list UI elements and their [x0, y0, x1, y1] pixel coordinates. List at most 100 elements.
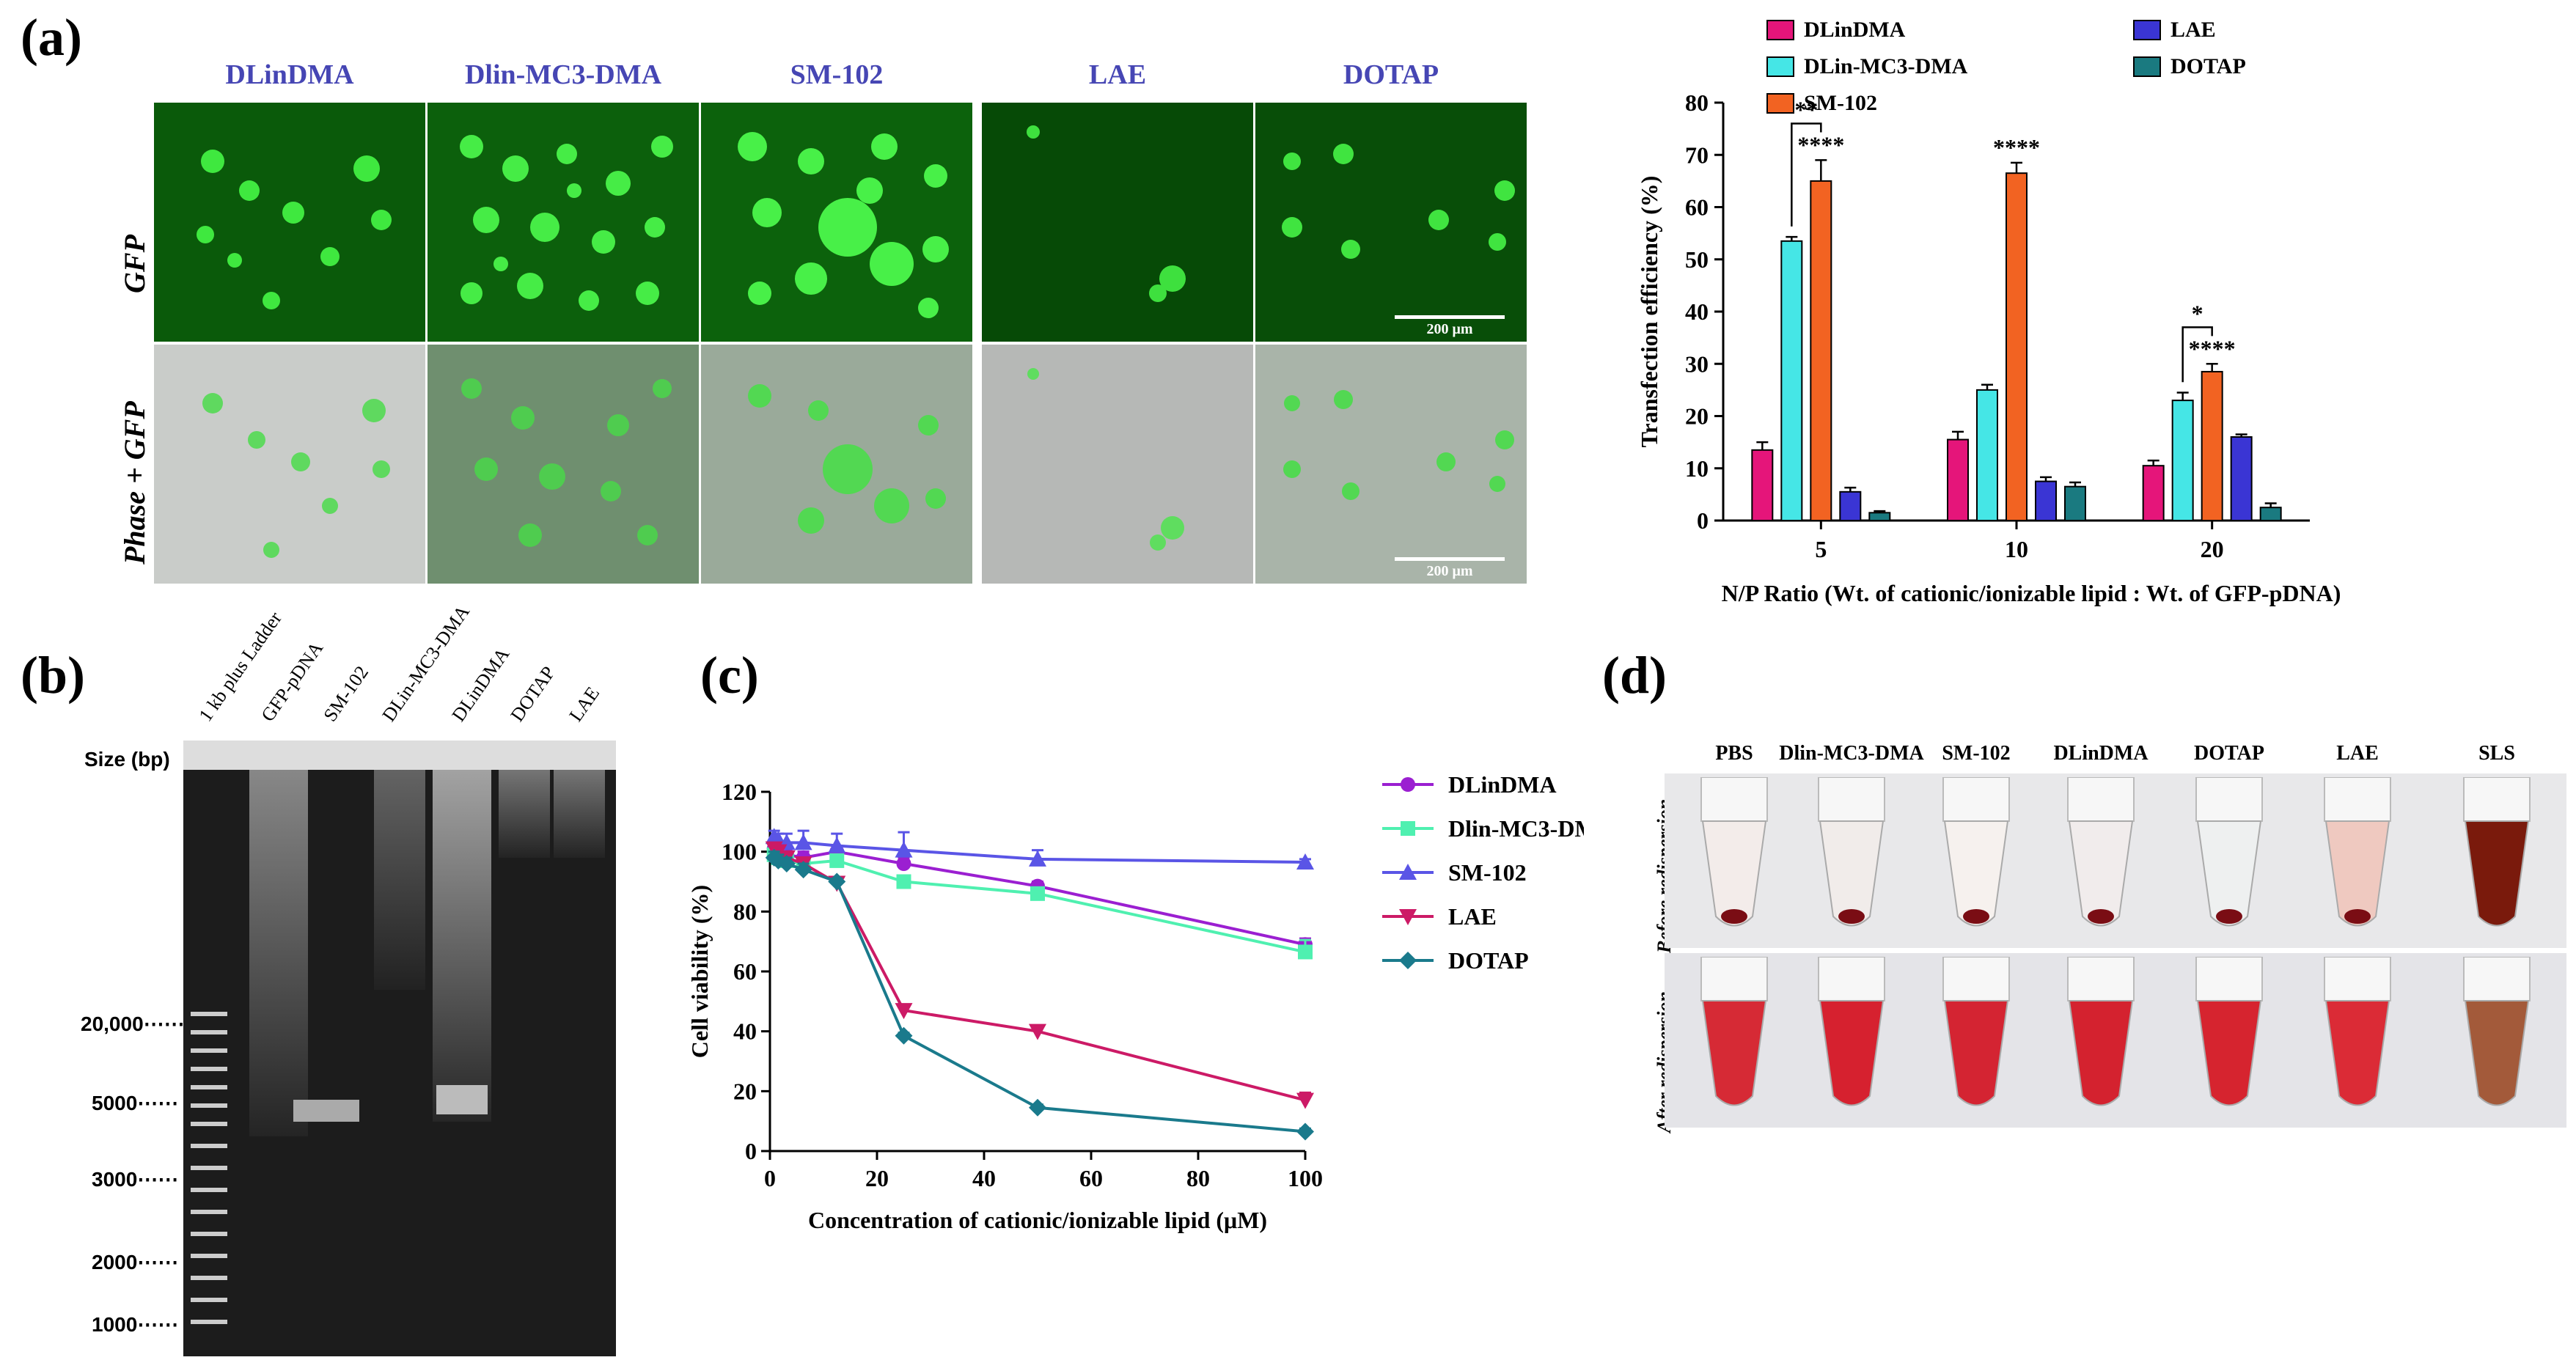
hemo-col-label: SM-102: [1942, 742, 2011, 765]
y-tick-label: 0: [1697, 507, 1709, 534]
gel-image: [183, 740, 616, 1356]
bar: [2035, 480, 2057, 521]
data-point: [1399, 909, 1417, 925]
legend-label: DLinDMA: [1448, 771, 1557, 798]
y-tick-label: 10: [1685, 455, 1709, 482]
tube: [2061, 956, 2141, 1122]
x-tick-label: 10: [2005, 536, 2028, 562]
scale-bar: [1395, 315, 1505, 319]
data-point: [896, 856, 911, 871]
gel-marker: 1000⋯⋯: [92, 1313, 179, 1336]
y-tick-label: 20: [733, 1078, 757, 1104]
hemo-col-label: SLS: [2478, 742, 2515, 765]
tube: [2189, 776, 2269, 942]
panel-label-a: (a): [21, 8, 82, 67]
phase-image-lae: [982, 345, 1253, 584]
scale-bar: [1395, 557, 1505, 561]
phase-image-sm102: [701, 345, 972, 584]
bar: [1810, 180, 1832, 521]
x-tick-label: 20: [2201, 536, 2224, 562]
scale-bar-label: 200 μm: [1426, 321, 1473, 337]
legend-swatch: [2133, 20, 2161, 40]
tube: [2317, 956, 2398, 1122]
hemo-col-label: Dlin-MC3-DMA: [1779, 742, 1924, 765]
gfp-image-dotap: 200 μm: [1255, 103, 1527, 342]
tube: [2456, 776, 2537, 942]
legend-swatch: [1766, 20, 1794, 40]
hemo-col-label: DOTAP: [2194, 742, 2264, 765]
micro-col-title: DOTAP: [1343, 59, 1439, 90]
tube: [1811, 956, 1892, 1122]
micro-col-title: DLinDMA: [225, 59, 354, 90]
gel-marker: 2000⋯⋯: [92, 1251, 179, 1273]
y-axis-label: Transfection efficiency (%): [1636, 176, 1662, 448]
gel-marker: 20,000⋯⋯: [81, 1012, 185, 1035]
legend-label: Dlin-MC3-DMA: [1448, 815, 1584, 842]
data-point: [829, 853, 845, 868]
gfp-image-lae: [982, 103, 1253, 342]
x-tick-label: 5: [1815, 536, 1827, 562]
hemo-col-label: PBS: [1715, 742, 1753, 765]
legend-swatch: [1766, 93, 1794, 114]
x-tick-label: 80: [1186, 1165, 1210, 1191]
x-axis-label: Concentration of cationic/ionizable lipi…: [808, 1207, 1267, 1233]
bar: [1780, 240, 1803, 521]
gel-marker: 3000⋯⋯: [92, 1168, 179, 1191]
viability-line-chart: 0 20 40 60 80 100 120 0 20 40 60 80 100 Cell viabilit…: [686, 771, 1584, 1233]
x-tick-label: 0: [764, 1165, 776, 1191]
series-4: [765, 848, 1314, 1141]
y-tick-label: 40: [733, 1018, 757, 1045]
significance-bracket: [2181, 326, 2213, 383]
data-point: [794, 834, 812, 850]
bar: [1751, 449, 1774, 521]
gel-lane-label: LAE: [565, 683, 604, 726]
data-point: [777, 855, 796, 872]
data-point: [828, 872, 846, 891]
significance-label: ****: [2189, 335, 2236, 361]
bar: [2230, 436, 2253, 521]
legend-label: DLin-MC3-DMA: [1804, 54, 1968, 78]
gfp-image-dlindma: [154, 103, 425, 342]
data-point: [1030, 886, 1045, 901]
gel-marker: 5000⋯⋯: [92, 1092, 179, 1114]
y-tick-label: 50: [1685, 246, 1709, 273]
legend-label: SM-102: [1804, 91, 1877, 115]
panel-label-d: (d): [1602, 646, 1667, 705]
legend-swatch: [2133, 56, 2161, 77]
bar: [1868, 512, 1891, 521]
data-point: [1399, 952, 1417, 969]
legend-label: DOTAP: [1448, 947, 1529, 974]
data-point: [1401, 821, 1415, 836]
phase-image-dotap: 200 μm: [1255, 345, 1527, 584]
data-point: [794, 861, 812, 879]
y-axis-label: Cell viability (%): [686, 885, 713, 1058]
micro-col-title: SM-102: [790, 59, 884, 90]
y-tick-label: 100: [722, 839, 757, 865]
bar: [2064, 485, 2086, 521]
hemo-col-label: DLinDMA: [2053, 742, 2148, 765]
series-line: [773, 853, 1306, 954]
y-tick-label: 0: [745, 1138, 757, 1164]
data-point: [1296, 1122, 1314, 1141]
legend-label: DOTAP: [2170, 54, 2246, 78]
data-point: [896, 874, 911, 889]
x-tick-label: 20: [865, 1165, 889, 1191]
data-point: [1296, 853, 1314, 870]
micro-row-label: GFP: [118, 235, 151, 293]
bar: [2259, 507, 2282, 521]
panel-label-b: (b): [21, 646, 85, 705]
gfp-image-mc3: [428, 103, 699, 342]
y-tick-label: 20: [1685, 403, 1709, 430]
legend-label: LAE: [1448, 903, 1497, 930]
tube: [1936, 956, 2017, 1122]
bar: [1976, 389, 1998, 521]
y-tick-label: 80: [1685, 89, 1709, 116]
data-point: [1399, 864, 1417, 880]
x-tick-label: 60: [1079, 1165, 1103, 1191]
legend-label: DLinDMA: [1804, 18, 1906, 42]
legend-swatch: [1766, 56, 1794, 77]
micro-row-label: Phase + GFP: [118, 401, 151, 565]
bar: [2171, 400, 2194, 521]
gel-lane-label: DOTAP: [506, 662, 559, 726]
y-tick-label: 70: [1685, 141, 1709, 168]
